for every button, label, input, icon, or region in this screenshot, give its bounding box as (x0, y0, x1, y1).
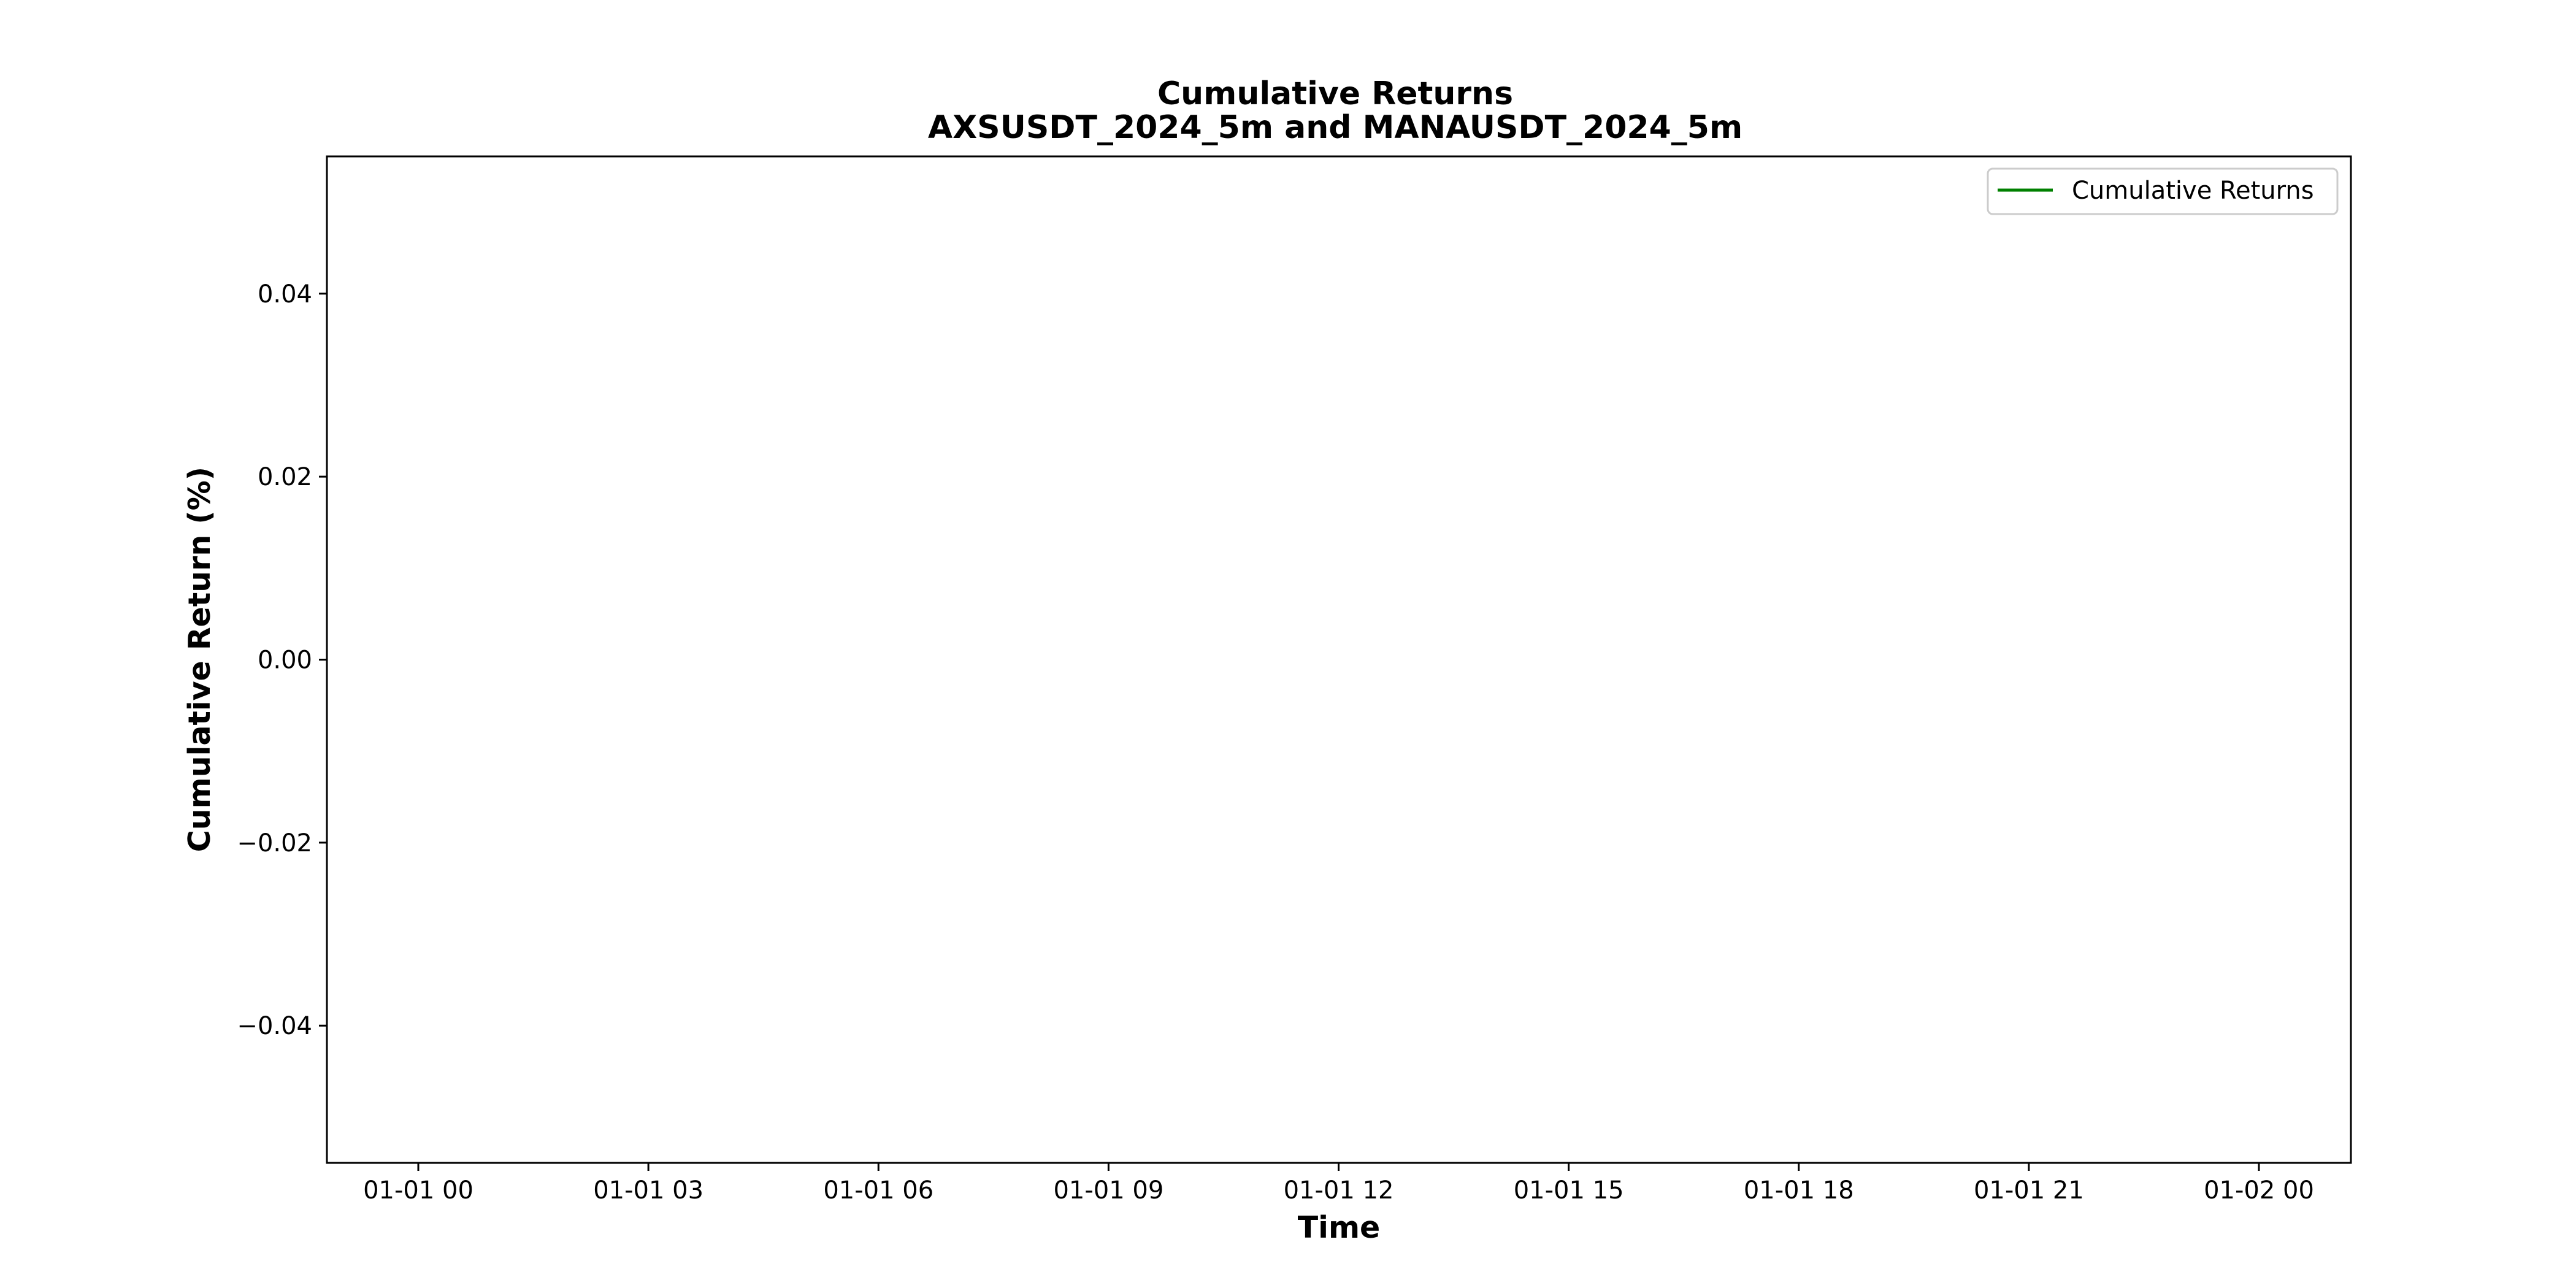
x-tick-label: 01-02 00 (2204, 1176, 2314, 1205)
legend-label: Cumulative Returns (2072, 177, 2314, 205)
chart-title: Cumulative Returns (1157, 75, 1513, 112)
y-tick-label: 0.04 (258, 280, 312, 309)
legend-box (1987, 167, 2339, 215)
x-tick-label: 01-01 18 (1744, 1176, 1854, 1205)
plot-frame (326, 155, 2352, 1164)
x-tick-label: 01-01 09 (1053, 1176, 1163, 1205)
plot-area (327, 156, 2351, 1163)
x-axis-ticks: 01-01 00 01-01 03 01-01 06 01-01 09 01-01 12… (363, 1163, 2314, 1205)
y-tick-label: −0.04 (237, 1012, 312, 1040)
x-tick-label: 01-01 00 (363, 1176, 473, 1205)
x-axis-label: Time (1298, 1210, 1381, 1245)
y-tick-label: 0.02 (258, 463, 312, 491)
chart-subtitle: AXSUSDT_2024_5m and MANAUSDT_2024_5m (928, 109, 1742, 146)
legend: Cumulative Returns (1987, 167, 2339, 215)
x-tick-label: 01-01 12 (1284, 1176, 1394, 1205)
x-tick-label: 01-01 03 (593, 1176, 703, 1205)
x-tick-label: 01-01 21 (1974, 1176, 2084, 1205)
y-tick-label: −0.02 (237, 829, 312, 857)
y-axis-label: Cumulative Return (%) (182, 467, 217, 852)
x-tick-label: 01-01 06 (823, 1176, 933, 1205)
y-axis-ticks: 0.04 0.02 0.00 −0.02 −0.04 (237, 280, 327, 1040)
y-tick-label: 0.00 (258, 646, 312, 675)
x-tick-label: 01-01 15 (1514, 1176, 1624, 1205)
